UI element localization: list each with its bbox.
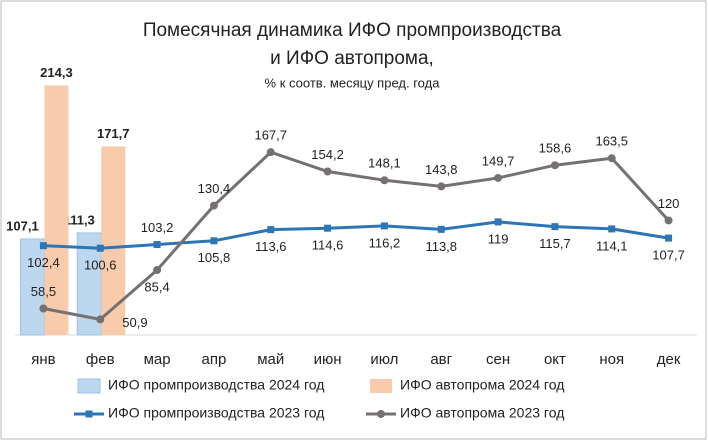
data-label: 113,6	[255, 239, 287, 254]
x-tick-label: апр	[202, 351, 227, 368]
data-label: 105,8	[198, 250, 231, 265]
data-label: 107,7	[652, 248, 685, 263]
bar-value-label: 107,1	[6, 218, 39, 233]
legend-label: ИФО промпроизводства 2024 год	[108, 377, 324, 393]
marker	[664, 216, 673, 225]
legend-label: ИФО автопрома 2024 год	[400, 377, 564, 393]
marker	[494, 173, 503, 182]
marker	[323, 167, 332, 176]
x-tick-label: июн	[314, 351, 342, 368]
data-label: 167,7	[254, 128, 287, 143]
marker	[437, 182, 446, 191]
marker	[550, 161, 559, 170]
x-tick-label: авг	[430, 351, 452, 368]
marker	[324, 224, 332, 232]
data-label: 50,9	[122, 315, 147, 330]
marker	[267, 226, 275, 234]
marker	[608, 225, 616, 233]
data-label: 148,1	[368, 156, 401, 171]
marker	[380, 176, 389, 185]
chart-title: Помесячная динамика ИФО промпроизводства	[143, 20, 562, 41]
x-tick-label: окт	[544, 351, 566, 368]
line	[43, 150, 670, 322]
chart-subtitle: % к соотв. месяцу пред. года	[265, 75, 441, 90]
line	[43, 220, 669, 250]
x-tick-label: ноя	[599, 351, 624, 368]
data-label: 114,6	[312, 238, 344, 253]
marker	[494, 218, 502, 226]
marker	[39, 242, 47, 250]
data-label: 58,5	[31, 284, 56, 299]
legend-label: ИФО промпроизводства 2023 год	[108, 405, 324, 421]
x-tick-label: июл	[370, 351, 398, 368]
marker	[153, 241, 161, 249]
legend-swatch	[77, 378, 101, 394]
data-label: 163,5	[595, 134, 628, 149]
marker	[437, 225, 445, 233]
data-label: 119	[488, 231, 509, 246]
chart-title: и ИФО автопрома,	[270, 48, 434, 69]
data-label: 114,1	[596, 238, 628, 253]
marker	[210, 237, 218, 245]
x-tick-label: фев	[86, 351, 115, 368]
data-label: 158,6	[539, 141, 572, 156]
bar	[19, 238, 45, 336]
data-label: 115,7	[539, 236, 571, 251]
bar-value-label: 111,3	[64, 212, 95, 227]
bar-value-label: 214,3	[40, 65, 73, 80]
marker	[209, 201, 218, 210]
x-tick-label: сен	[486, 351, 510, 368]
marker	[380, 222, 388, 230]
bar	[44, 85, 69, 335]
x-tick-label: мар	[144, 351, 171, 368]
legend-swatch	[370, 379, 392, 393]
data-label: 149,7	[482, 153, 515, 168]
data-label: 120	[658, 196, 680, 211]
bar	[101, 146, 126, 335]
legend-label: ИФО автопрома 2023 год	[400, 405, 564, 421]
x-tick-label: дек	[657, 351, 681, 368]
marker	[607, 154, 616, 163]
data-label: 103,2	[141, 220, 174, 235]
data-label: 102,4	[27, 255, 60, 270]
data-label: 154,2	[311, 147, 344, 162]
marker	[551, 223, 559, 231]
marker	[153, 266, 162, 275]
marker	[96, 315, 105, 324]
data-label: 116,2	[369, 235, 401, 250]
data-label: 143,8	[425, 162, 458, 177]
x-tick-label: май	[257, 351, 284, 368]
bar-value-label: 171,7	[97, 126, 130, 141]
data-label: 130,4	[198, 181, 231, 196]
marker	[665, 234, 673, 242]
legend-marker	[85, 410, 93, 418]
legend-marker	[377, 410, 385, 418]
marker	[266, 148, 275, 157]
marker	[96, 244, 104, 252]
x-tick-label: янв	[31, 351, 55, 368]
data-label: 85,4	[144, 279, 169, 294]
data-label: 100,6	[84, 258, 117, 273]
data-label: 113,8	[425, 239, 457, 254]
marker	[39, 304, 48, 313]
